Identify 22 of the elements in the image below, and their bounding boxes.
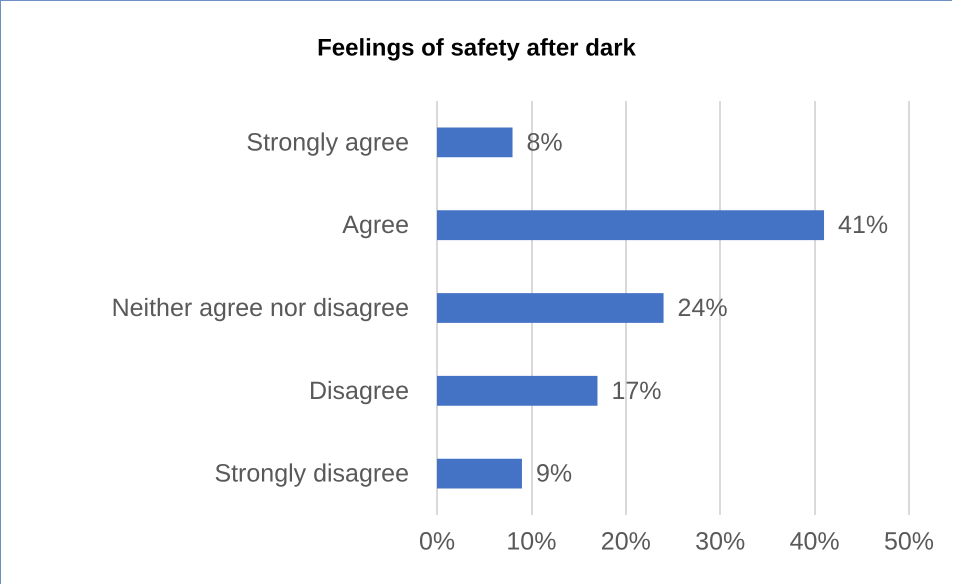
bar: [437, 293, 664, 323]
y-tick-label: Neither agree nor disagree: [112, 294, 409, 322]
data-label: 9%: [536, 460, 572, 488]
y-tick-label: Strongly agree: [246, 128, 409, 156]
chart-title: Feelings of safety after dark: [317, 34, 637, 62]
y-tick-label: Agree: [342, 211, 409, 240]
bar: [437, 127, 513, 158]
y-tick-label: Disagree: [308, 376, 409, 405]
x-tick-label: 40%: [790, 528, 840, 556]
data-label: 41%: [838, 211, 888, 240]
y-tick-label: Strongly disagree: [214, 460, 409, 488]
x-tick-label: 20%: [600, 528, 651, 556]
x-tick-label: 30%: [695, 528, 746, 556]
x-tick-label: 50%: [884, 528, 934, 556]
data-label: 24%: [678, 294, 728, 322]
bar: [437, 210, 824, 240]
bar: [437, 376, 598, 406]
data-label: 17%: [611, 376, 662, 405]
bar: [437, 458, 522, 489]
data-label: 8%: [526, 128, 563, 156]
x-tick-label: 0%: [418, 528, 456, 556]
x-tick-label: 10%: [506, 528, 556, 556]
